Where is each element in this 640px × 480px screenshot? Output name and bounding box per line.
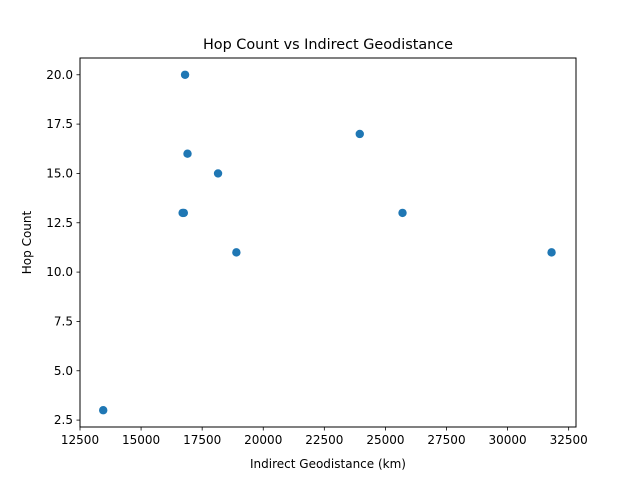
scatter-point: [99, 406, 108, 415]
scatter-point: [398, 208, 407, 218]
y-tick-label: 12.5: [46, 216, 73, 230]
x-tick-label: 25000: [366, 433, 404, 447]
x-axis-ticks: 12500 15000 17500 20000 22500 25000 27500 30000…: [61, 427, 588, 447]
x-tick-label: 17500: [183, 433, 221, 447]
points-layer: [99, 70, 556, 415]
scatter-point: [183, 149, 192, 158]
x-tick-label: 32500: [550, 433, 588, 447]
scatter-point: [355, 129, 364, 139]
y-axis-label: Hop Count: [20, 210, 34, 274]
x-axis-label: Indirect Geodistance (km): [250, 457, 406, 471]
x-tick-label: 12500: [61, 433, 99, 447]
x-tick-label: 15000: [122, 433, 160, 447]
y-tick-label: 20.0: [46, 68, 73, 82]
scatter-point: [180, 70, 190, 79]
y-tick-label: 15.0: [46, 166, 73, 180]
y-tick-label: 17.5: [46, 117, 73, 131]
x-tick-label: 22500: [305, 433, 343, 447]
scatter-point: [179, 208, 189, 218]
chart-title: Hop Count vs Indirect Geodistance: [203, 37, 453, 53]
x-tick-label: 20000: [244, 433, 282, 447]
y-axis-ticks: 2.5 5.0 7.5 10.0 12.5 15.0 17.5 20.0: [46, 68, 80, 427]
axes-frame: [79, 57, 577, 428]
x-tick-label: 27500: [427, 433, 465, 447]
scatter-point: [547, 248, 556, 257]
y-tick-label: 2.5: [54, 413, 73, 427]
scatter-point: [213, 169, 223, 178]
y-tick-label: 10.0: [46, 265, 73, 279]
scatter-point: [232, 248, 241, 257]
y-tick-label: 7.5: [54, 314, 73, 328]
y-tick-label: 5.0: [54, 364, 73, 378]
x-tick-label: 30000: [488, 433, 526, 447]
